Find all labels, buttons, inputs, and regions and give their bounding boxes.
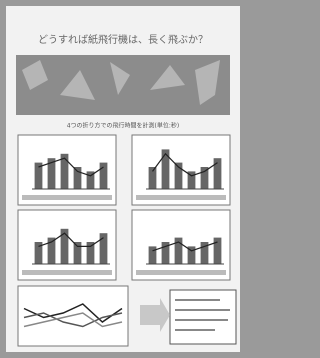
caption-bar: [22, 270, 112, 275]
subtitle: 4つの折り方での飛行時間を計測(単位:秒): [67, 122, 180, 130]
bar: [149, 246, 157, 264]
note-box: [170, 290, 236, 344]
document: どうすれば紙飛行機は、長く飛ぶか？ 4つの折り方での飛行時間を計測(単位:秒): [0, 0, 246, 358]
bar: [162, 149, 170, 189]
bar: [214, 238, 222, 264]
bar: [74, 167, 82, 189]
bar: [100, 163, 108, 189]
bar: [74, 242, 82, 264]
bar: [87, 242, 95, 264]
caption-bar: [136, 270, 226, 275]
bar: [149, 167, 157, 189]
caption-bar: [22, 195, 112, 200]
page: どうすれば紙飛行機は、長く飛ぶか？ 4つの折り方での飛行時間を計測(単位:秒) …: [0, 0, 246, 358]
bar: [61, 229, 69, 264]
caption-bar: [136, 195, 226, 200]
title: どうすれば紙飛行機は、長く飛ぶか？: [38, 33, 208, 46]
bar: [201, 167, 209, 189]
